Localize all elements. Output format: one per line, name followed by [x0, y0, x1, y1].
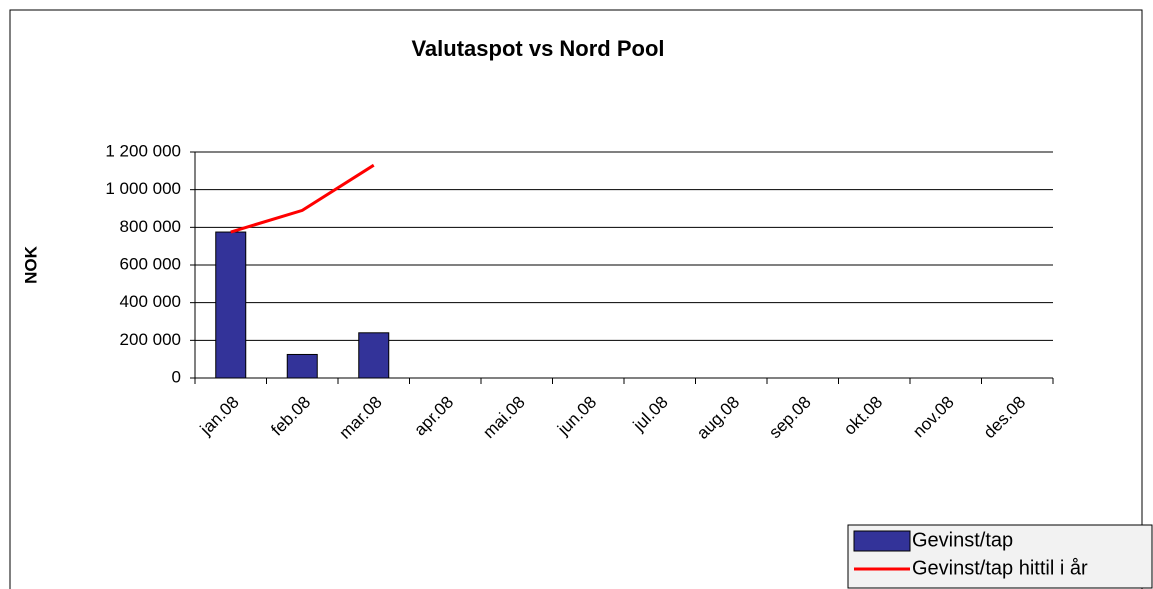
- x-tick-label: feb.08: [267, 393, 314, 440]
- bar: [286, 353, 318, 379]
- y-tick-label: 800 000: [120, 217, 181, 236]
- y-tick-label: 400 000: [120, 292, 181, 311]
- chart-title: Valutaspot vs Nord Pool: [411, 36, 664, 61]
- x-tick-label: jun.08: [553, 393, 600, 440]
- x-tick-label: mar.08: [336, 393, 386, 443]
- y-tick-label: 600 000: [120, 254, 181, 273]
- x-tick-label: des.08: [980, 393, 1030, 443]
- legend-swatch: [853, 530, 911, 552]
- line: [230, 163, 375, 234]
- y-tick-label: 1 000 000: [105, 179, 181, 198]
- x-tick-label: mai.08: [479, 393, 529, 443]
- y-axis-label: NOK: [21, 245, 40, 284]
- y-tick-label: 0: [172, 367, 181, 386]
- x-tick-label: sep.08: [765, 393, 815, 443]
- x-tick-label: jan.08: [196, 393, 243, 440]
- bar: [215, 231, 247, 379]
- x-tick-label: nov.08: [909, 393, 958, 442]
- bar: [358, 332, 390, 379]
- legend-label: Gevinst/tap hittil i år: [912, 557, 1088, 579]
- x-tick-label: okt.08: [840, 393, 886, 439]
- legend-label: Gevinst/tap: [912, 529, 1013, 551]
- x-tick-label: aug.08: [693, 393, 743, 443]
- y-tick-label: 200 000: [120, 330, 181, 349]
- chart-frame: [9, 9, 1143, 589]
- x-tick-label: jul.08: [629, 393, 672, 436]
- x-tick-label: apr.08: [410, 393, 457, 440]
- y-tick-label: 1 200 000: [105, 141, 181, 160]
